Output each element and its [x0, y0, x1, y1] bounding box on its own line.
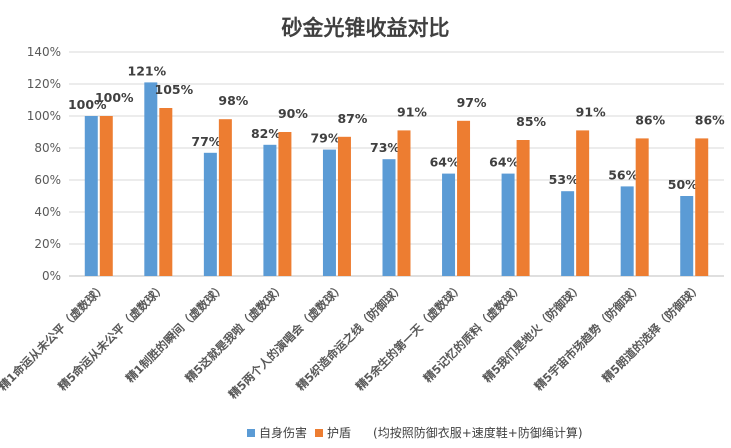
bar-shield: [695, 138, 709, 276]
bar-damage: [680, 196, 694, 276]
data-label: 53%: [549, 172, 579, 187]
bar-shield: [218, 119, 232, 276]
bar-shield: [576, 130, 590, 276]
data-label: 79%: [310, 131, 340, 146]
bar-damage: [263, 144, 277, 276]
legend-note: (均按照防御衣服+速度鞋+防御绳计算): [373, 426, 583, 440]
data-label: 97%: [457, 95, 487, 110]
bar-damage: [620, 186, 634, 276]
legend: 自身伤害 护盾 (均按照防御衣服+速度鞋+防御绳计算): [247, 424, 583, 441]
data-label: 91%: [576, 104, 606, 119]
data-label: 82%: [251, 126, 281, 141]
y-tick-label: 40%: [34, 205, 61, 219]
data-label: 85%: [516, 114, 546, 129]
x-tick-label: 精5命运从未公平（虚数球）: [55, 280, 168, 393]
bar-damage: [203, 152, 217, 276]
x-tick-label: 精5两个人的演唱会（虚数球）: [226, 280, 347, 401]
data-label: 50%: [668, 177, 698, 192]
data-label: 87%: [337, 111, 367, 126]
data-label: 100%: [95, 90, 134, 105]
bar-damage: [84, 116, 98, 276]
y-tick-label: 140%: [27, 45, 61, 59]
chart-title: 砂金光锥收益对比: [281, 16, 450, 40]
data-label: 91%: [397, 104, 427, 119]
bar-shield: [337, 136, 351, 276]
x-tick-label: 精5我们是地火（防御球）: [480, 280, 585, 385]
data-label: 90%: [278, 106, 308, 121]
bar-shield: [516, 140, 530, 276]
data-label: 56%: [608, 167, 638, 182]
y-tick-label: 60%: [34, 173, 61, 187]
data-label: 105%: [155, 82, 194, 97]
data-label: 86%: [695, 112, 725, 127]
x-tick-label: 精5这就是我啦（虚数球）: [183, 280, 288, 385]
x-tick-label: 精1命运从未公平（虚数球）: [0, 280, 109, 393]
data-label: 86%: [635, 112, 665, 127]
bar-damage: [442, 173, 456, 276]
legend-label-shield: 护盾: [327, 426, 352, 440]
data-label: 100%: [68, 97, 107, 112]
bar-shield: [457, 120, 471, 276]
x-tick-label: 精5余生的第一天（虚数球）: [353, 280, 466, 393]
bar-shield: [159, 108, 173, 276]
bar-shield: [278, 132, 292, 276]
bar-damage: [561, 191, 575, 276]
x-tick-label: 精5朗道的选择（防御球）: [599, 280, 704, 385]
bar-damage: [382, 159, 396, 276]
x-tick-label: 精5织造命运之线（防御球）: [293, 280, 406, 393]
legend-swatch-damage: [247, 428, 255, 437]
y-tick-label: 20%: [34, 237, 61, 251]
data-label: 121%: [128, 63, 167, 78]
x-tick-label: 精5记忆的质料（虚数球）: [421, 280, 526, 385]
data-label: 98%: [218, 93, 248, 108]
bar-shield: [99, 116, 113, 276]
bar-damage: [322, 149, 336, 276]
data-label: 64%: [430, 155, 460, 170]
data-label: 64%: [489, 155, 519, 170]
y-tick-label: 100%: [27, 109, 61, 123]
x-tick-label: 精1制胜的瞬间（虚数球）: [123, 280, 228, 385]
legend-label-damage: 自身伤害: [259, 426, 308, 440]
bar-shield: [635, 138, 649, 276]
x-tick-label: 精5宇宙市场趋势（防御球）: [532, 280, 645, 393]
bar-shield: [397, 130, 411, 276]
data-label: 73%: [370, 140, 400, 155]
bar-damage: [501, 173, 515, 276]
data-label: 77%: [191, 134, 221, 149]
bar-damage: [144, 82, 158, 277]
y-tick-label: 80%: [34, 141, 61, 155]
legend-swatch-shield: [315, 428, 324, 437]
y-tick-label: 0%: [42, 269, 61, 283]
y-tick-label: 120%: [27, 77, 61, 91]
